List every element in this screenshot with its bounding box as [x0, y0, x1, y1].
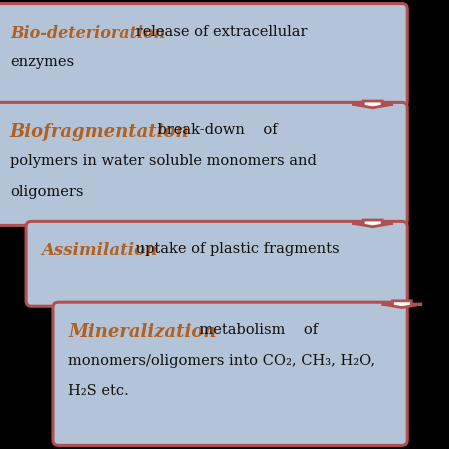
FancyBboxPatch shape	[0, 4, 407, 106]
Polygon shape	[352, 220, 393, 227]
Text: uptake of plastic fragments: uptake of plastic fragments	[131, 242, 339, 256]
Text: polymers in water soluble monomers and: polymers in water soluble monomers and	[10, 154, 317, 168]
Text: monomers/oligomers into CO₂, CH₃, H₂O,: monomers/oligomers into CO₂, CH₃, H₂O,	[68, 354, 375, 368]
FancyBboxPatch shape	[26, 221, 407, 306]
Text: enzymes: enzymes	[10, 55, 74, 69]
Text: break-down    of: break-down of	[139, 123, 277, 137]
Text: Biofragmentation: Biofragmentation	[10, 123, 189, 141]
Text: metabolism    of: metabolism of	[181, 323, 318, 337]
Polygon shape	[382, 301, 422, 308]
Text: oligomers: oligomers	[10, 185, 84, 198]
Text: Bio-deterioration: Bio-deterioration	[10, 25, 165, 42]
Text: Assimilation: Assimilation	[41, 242, 158, 260]
Text: release of extracellular: release of extracellular	[131, 25, 308, 39]
Polygon shape	[352, 101, 393, 108]
FancyBboxPatch shape	[53, 302, 407, 445]
Text: H₂S etc.: H₂S etc.	[68, 384, 129, 398]
Text: Mineralization: Mineralization	[68, 323, 217, 341]
FancyBboxPatch shape	[0, 102, 407, 225]
